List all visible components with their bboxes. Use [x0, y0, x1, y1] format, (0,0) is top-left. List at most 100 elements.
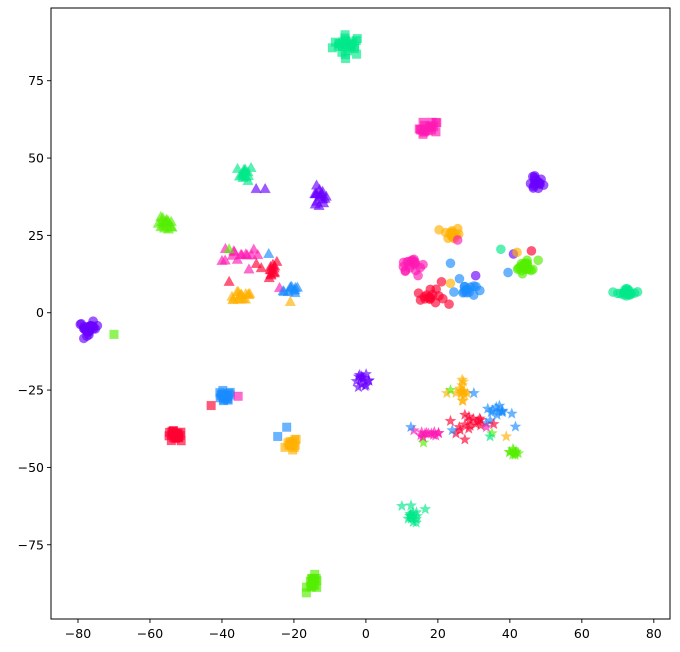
green-star-point	[444, 383, 457, 396]
green-square-point	[308, 578, 318, 588]
green-circle-point	[526, 265, 537, 276]
x-tick-label: 80	[646, 626, 662, 641]
blue-circle-point	[454, 273, 465, 284]
blue-circle-point	[445, 258, 456, 269]
x-tick-label: 20	[430, 626, 446, 641]
blue-triangle-point	[263, 247, 275, 259]
teal-star-point	[483, 430, 497, 442]
green-star-point	[417, 436, 430, 448]
green-triangle-point	[155, 210, 167, 222]
orange-triangle-point	[235, 288, 248, 300]
blue-star-point	[490, 408, 504, 421]
pink-triangle-point	[226, 249, 239, 260]
x-axis: −80 −60 −40 −20 0 20 40 60 80	[65, 619, 662, 641]
red-triangle-point	[263, 271, 275, 283]
green-triangle-point	[162, 223, 175, 234]
x-tick-label: 60	[574, 626, 590, 641]
blue-square-point	[219, 390, 229, 400]
y-tick-label: −25	[18, 383, 44, 398]
teal-triangle-point	[242, 166, 254, 177]
blue-star-point	[446, 423, 459, 436]
x-tick-label: −60	[137, 626, 163, 641]
pink-triangle-point	[246, 249, 258, 260]
green-triangle-point	[165, 215, 177, 226]
blue-circle-point	[474, 285, 485, 296]
teal-square-point	[340, 30, 350, 40]
teal-square-point	[340, 50, 350, 60]
blue-square-point	[282, 422, 292, 432]
pink-circle-point	[452, 235, 463, 245]
red-circle-point	[526, 245, 537, 256]
pink-star-point	[420, 426, 433, 439]
pink-star-point	[429, 429, 442, 441]
orange-circle-point	[434, 224, 445, 235]
teal-star-point	[395, 499, 409, 512]
blue-triangle-point	[291, 281, 304, 292]
green-circle-point	[533, 255, 544, 266]
x-tick-label: 40	[502, 626, 518, 641]
purple-circle-point	[529, 170, 540, 181]
blue-star-point	[467, 386, 481, 399]
red-star-point	[458, 433, 472, 445]
x-tick-label: 0	[362, 626, 370, 641]
y-tick-label: 0	[36, 305, 44, 320]
red-star-point	[487, 417, 500, 430]
y-tick-label: 50	[28, 151, 44, 166]
orange-circle-point	[447, 227, 458, 238]
teal-star-point	[409, 516, 423, 528]
green-circle-point	[517, 268, 528, 279]
pink-circle-point	[409, 254, 419, 265]
teal-star-point	[404, 499, 418, 511]
green-triangle-point	[223, 243, 235, 254]
red-star-point	[469, 417, 482, 430]
orange-star-point	[456, 394, 470, 407]
pink-square-point	[432, 118, 442, 128]
purple-triangle-point	[310, 179, 323, 190]
y-tick-label: −75	[18, 537, 44, 552]
red-triangle-point	[223, 275, 235, 286]
blue-square-point	[273, 431, 283, 442]
red-square-point	[206, 400, 216, 411]
orange-triangle-point	[243, 288, 255, 300]
teal-star-point	[410, 505, 423, 518]
green-square-point	[109, 329, 119, 339]
red-circle-point	[430, 297, 441, 308]
red-star-point	[467, 412, 480, 425]
teal-triangle-point	[231, 162, 244, 173]
teal-circle-point	[619, 287, 629, 298]
x-tick-label: −80	[65, 626, 91, 641]
teal-square-point	[346, 41, 356, 51]
y-tick-label: −50	[18, 460, 44, 475]
y-axis: −75 −50 −25 0 25 50 75	[18, 73, 51, 552]
red-triangle-point	[255, 261, 267, 273]
orange-circle-point	[445, 278, 456, 289]
red-triangle-point	[264, 260, 277, 271]
blue-triangle-point	[277, 284, 289, 296]
orange-circle-point	[512, 247, 522, 258]
plot-markers	[75, 30, 643, 598]
purple-star-point	[356, 372, 369, 385]
teal-circle-point	[495, 244, 506, 255]
pink-triangle-point	[243, 263, 255, 274]
teal-square-point	[351, 49, 362, 59]
pink-square-point	[233, 391, 243, 401]
red-circle-point	[436, 276, 447, 287]
purple-circle-point	[470, 270, 481, 281]
red-star-point	[453, 420, 466, 433]
red-triangle-point	[268, 266, 281, 277]
red-star-point	[458, 418, 472, 430]
purple-triangle-point	[310, 195, 323, 206]
purple-triangle-point	[317, 197, 330, 208]
orange-star-point	[458, 388, 471, 400]
blue-circle-point	[503, 267, 513, 278]
green-triangle-point	[155, 220, 167, 232]
red-star-point	[444, 414, 457, 427]
red-star-point	[458, 408, 472, 421]
blue-circle-point	[459, 287, 470, 298]
orange-star-point	[457, 375, 470, 387]
purple-triangle-point	[259, 182, 271, 194]
plot-frame	[50, 7, 671, 620]
purple-star-point	[359, 378, 373, 391]
